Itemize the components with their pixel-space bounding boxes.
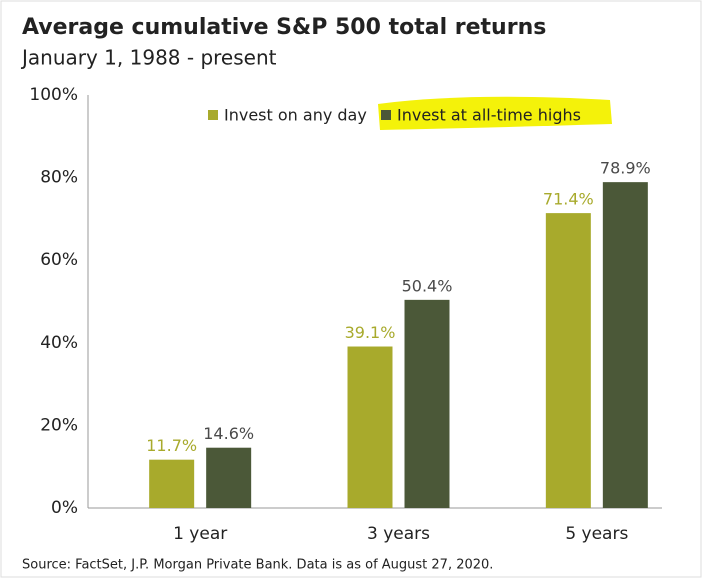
y-tick-label: 0% — [51, 498, 78, 518]
x-tick-label: 1 year — [173, 524, 227, 544]
legend-label: Invest at all-time highs — [397, 106, 581, 125]
bar — [602, 182, 648, 508]
bar — [149, 459, 195, 508]
legend-swatch — [381, 110, 391, 120]
legend-swatch — [208, 110, 218, 120]
chart-title: Average cumulative S&P 500 total returns — [22, 15, 546, 40]
y-tick-label: 40% — [40, 333, 78, 353]
y-tick-label: 100% — [29, 85, 78, 105]
legend-label: Invest on any day — [224, 106, 367, 125]
value-label: 39.1% — [345, 323, 396, 342]
value-label: 78.9% — [600, 159, 651, 178]
value-label: 11.7% — [146, 436, 197, 455]
x-tick-label: 3 years — [367, 524, 430, 544]
bar — [347, 346, 393, 508]
value-label: 50.4% — [402, 276, 453, 295]
chart-subtitle: January 1, 1988 - present — [20, 46, 277, 70]
x-tick-label: 5 years — [565, 524, 628, 544]
highlight — [378, 96, 612, 130]
bar — [545, 213, 591, 509]
y-tick-label: 80% — [40, 168, 78, 188]
y-tick-label: 20% — [40, 415, 78, 435]
value-label: 71.4% — [543, 190, 594, 209]
value-label: 14.6% — [203, 424, 254, 443]
y-tick-label: 60% — [40, 250, 78, 270]
source-note: Source: FactSet, J.P. Morgan Private Ban… — [22, 558, 493, 573]
bar — [404, 299, 450, 508]
bar — [206, 447, 252, 508]
